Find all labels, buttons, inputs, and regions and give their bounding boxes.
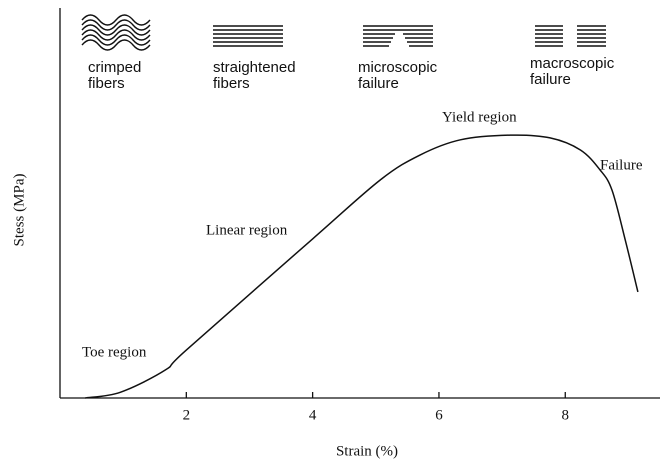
macroscopic-failure-icon (535, 26, 606, 46)
icon-label: failure (358, 75, 399, 92)
icon-label: fibers (213, 75, 250, 92)
icon-label: fibers (88, 75, 125, 92)
region-label: Yield region (442, 109, 517, 125)
chart: Strain (%) Stess (MPa) 2 4 6 8 Toe region Lin… (0, 0, 661, 464)
y-axis-label: Stess (MPa) (11, 174, 27, 247)
region-label: Failure (600, 157, 643, 173)
icon-label: microscopic (358, 59, 438, 76)
x-tick-label: 2 (183, 407, 191, 423)
stress-strain-curve (85, 135, 638, 398)
x-tick-label: 6 (435, 407, 443, 423)
region-label: Linear region (206, 222, 288, 238)
icon-label: crimped (88, 59, 141, 76)
straightened-fibers-icon (213, 26, 283, 46)
microscopic-failure-icon (363, 26, 433, 46)
x-tick-label: 4 (309, 407, 317, 423)
page: {"chart_data": {"type": "line", "x_label… (0, 0, 661, 464)
crimped-fibers-icon (82, 15, 150, 50)
icon-label: macroscopic (530, 55, 615, 72)
icon-label: straightened (213, 59, 296, 76)
region-label: Toe region (82, 344, 147, 360)
x-tick-label: 8 (562, 407, 570, 423)
x-axis-label: Strain (%) (336, 443, 398, 459)
icon-label: failure (530, 71, 571, 88)
